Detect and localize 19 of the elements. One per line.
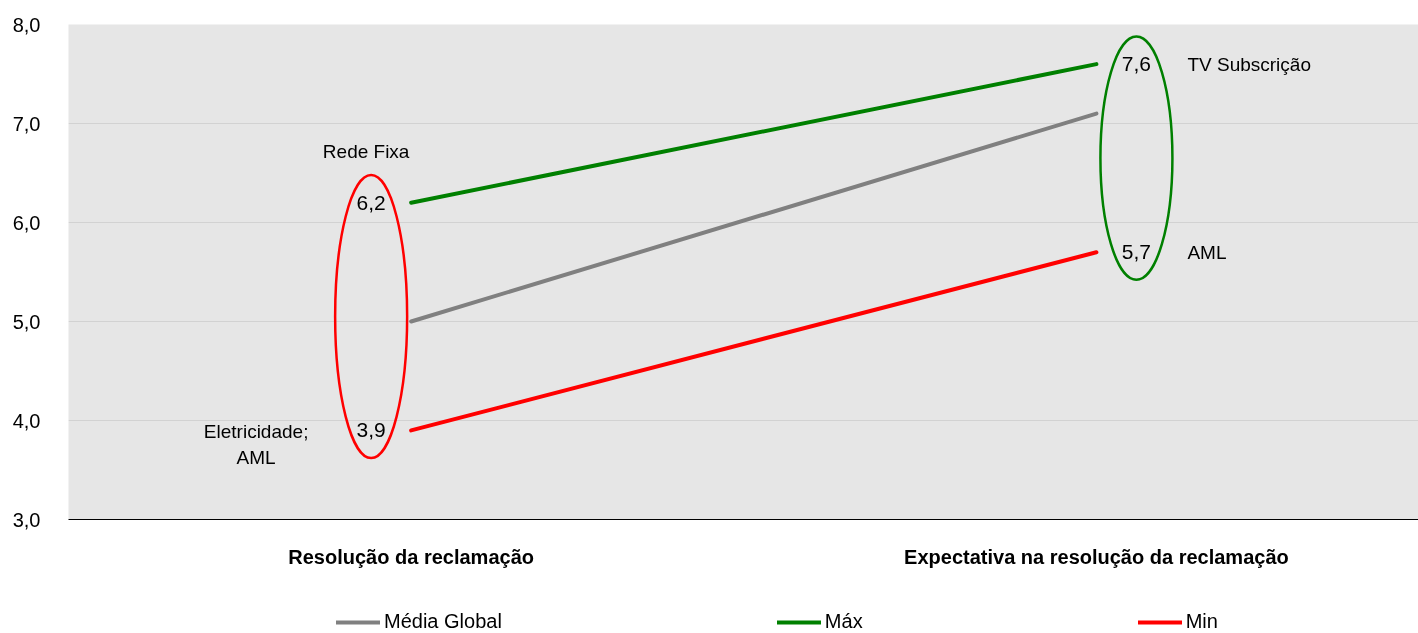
annotation: Eletricidade; AML [203,420,309,469]
y-tick-label: 6,0 [12,211,41,234]
y-tick-label: 4,0 [12,409,41,432]
y-tick-label: 7,0 [12,112,41,135]
x-tick-label: Resolução da reclamação [288,545,534,568]
legend-label: Média Global [384,610,502,633]
x-tick-label: Expectativa na resolução da reclamação [904,545,1289,568]
data-label: 6,2 [356,190,386,214]
legend-label: Máx [824,610,863,633]
y-tick-label: 8,0 [12,13,41,36]
data-label: 7,6 [1121,52,1152,76]
data-label: 3,9 [356,418,386,442]
data-label: 5,7 [1121,240,1152,264]
legend-label: Min [1185,610,1218,633]
annotation: TV Subscrição [1187,53,1311,75]
annotation: AML [1187,241,1227,263]
y-tick-label: 3,0 [12,508,41,531]
y-tick-label: 5,0 [12,310,41,333]
annotation: Rede Fixa [322,141,410,163]
